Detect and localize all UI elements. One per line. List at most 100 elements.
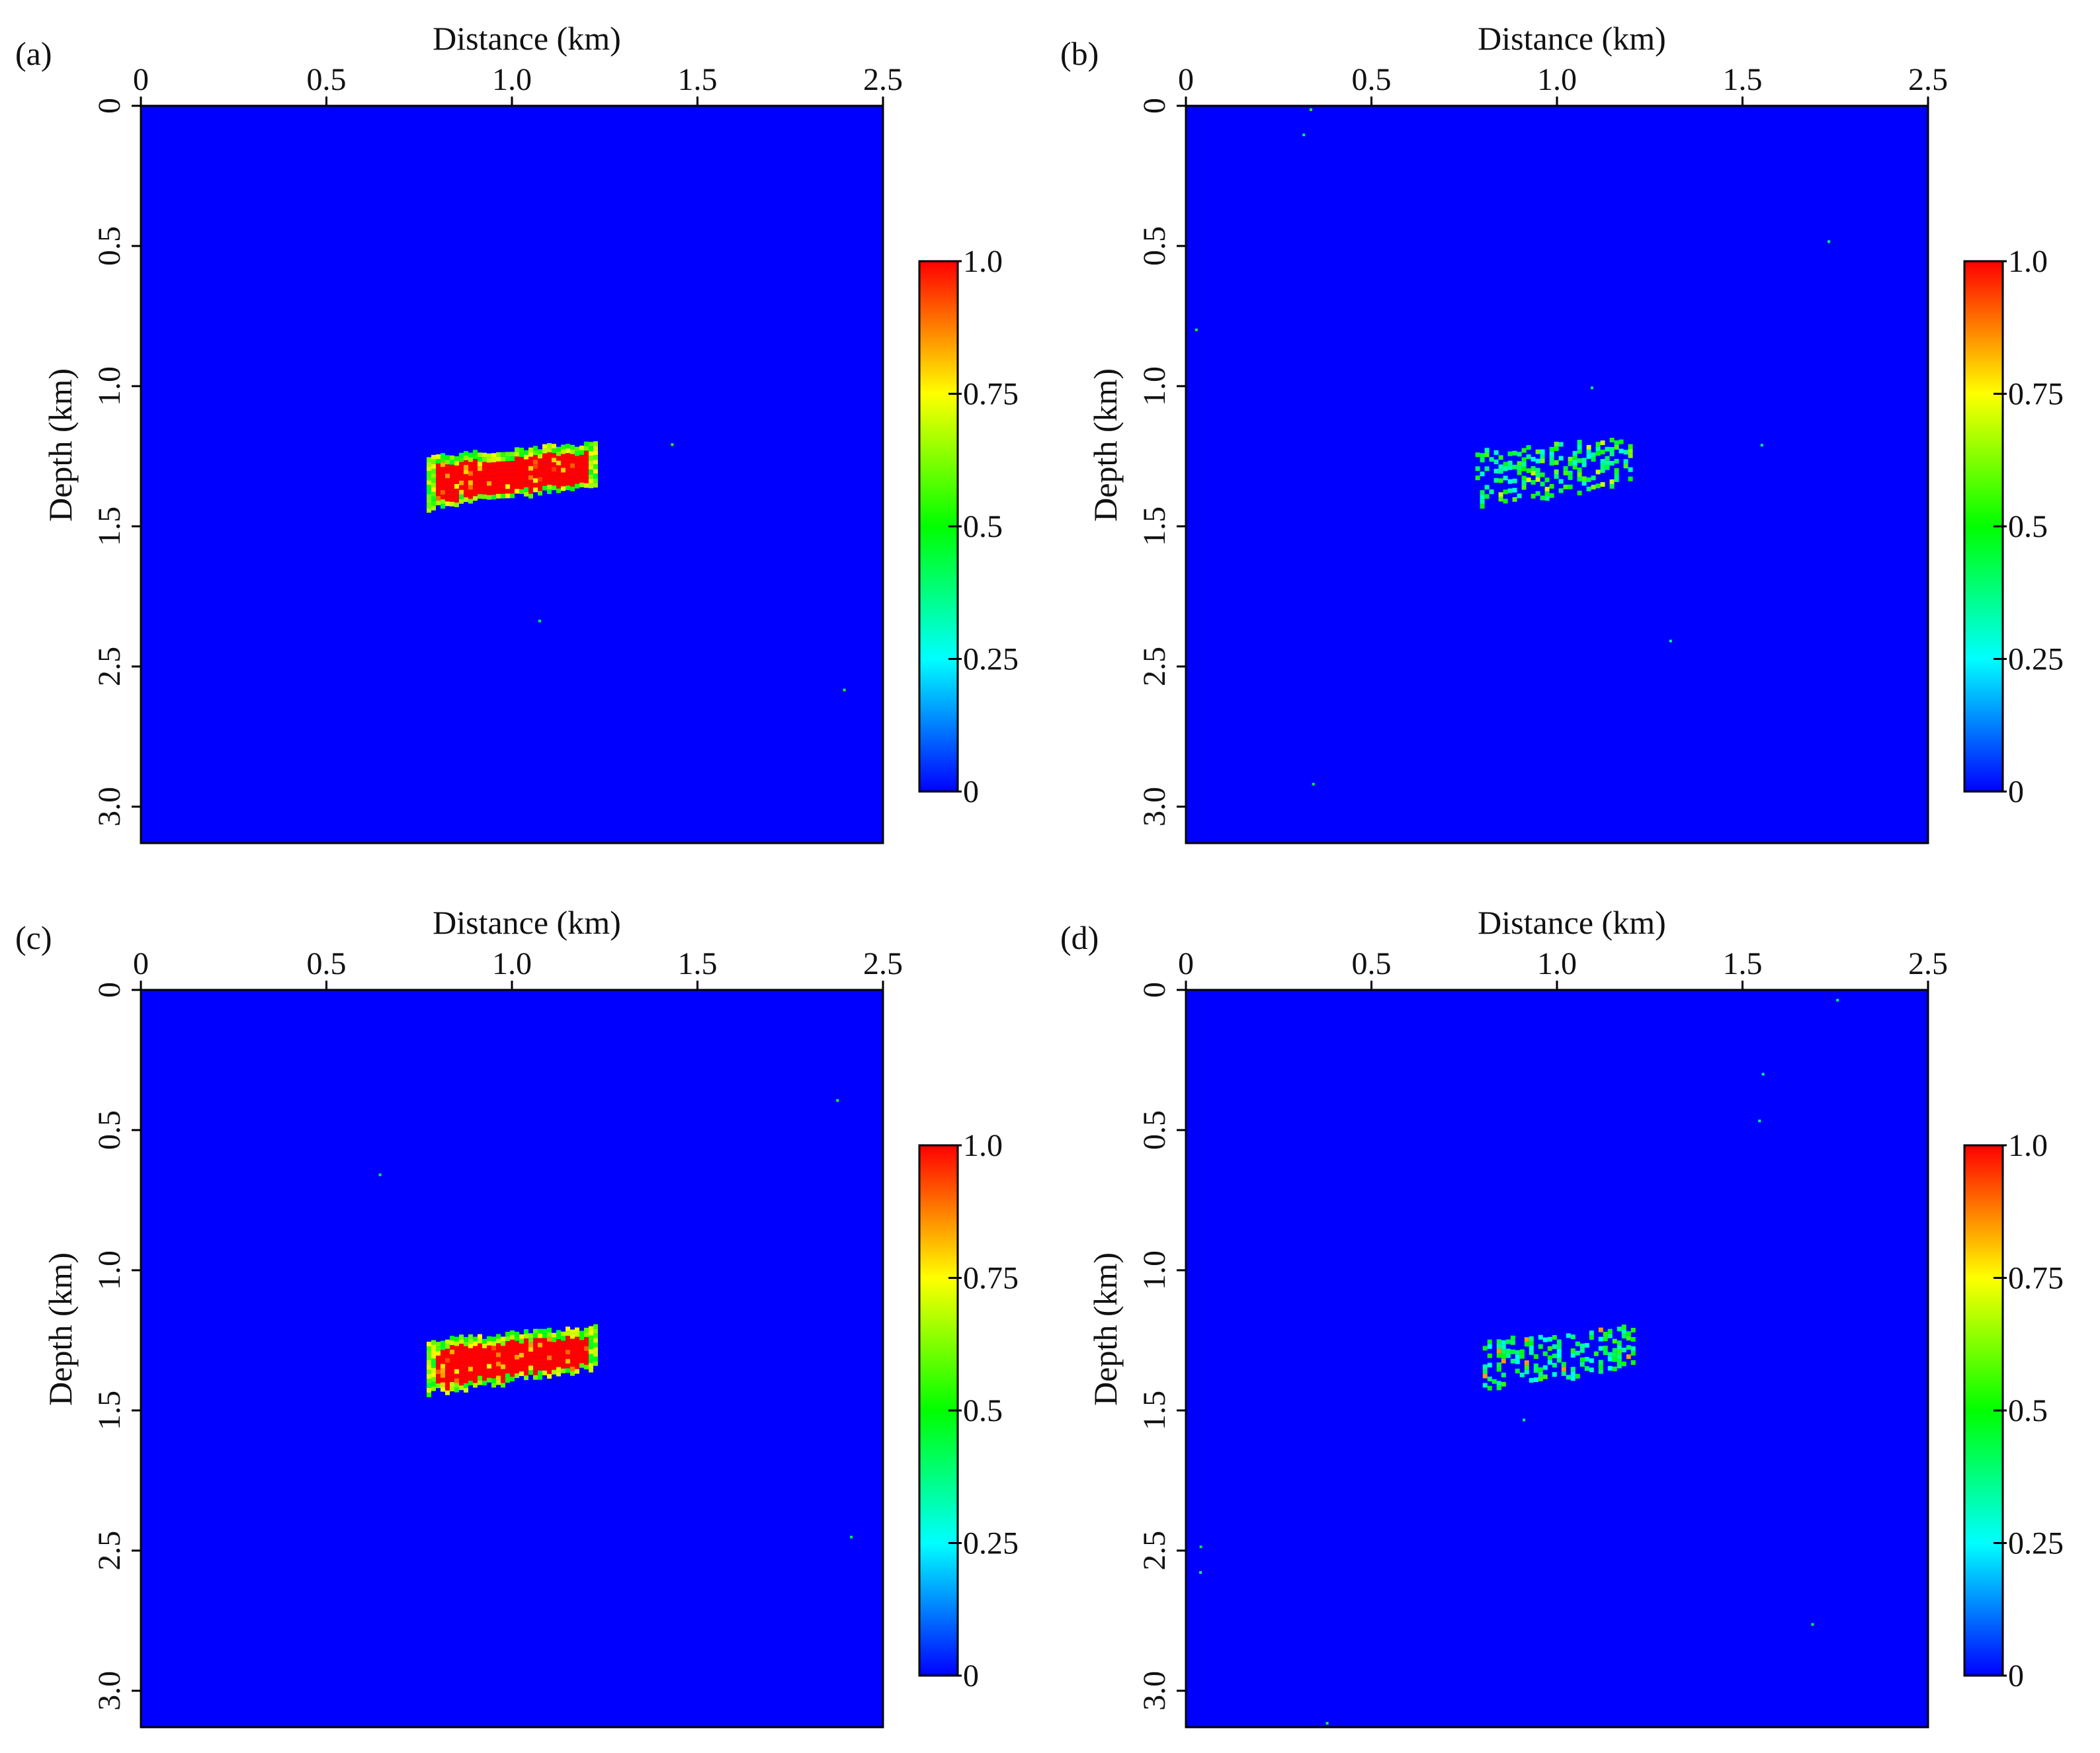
anomaly-cell xyxy=(584,455,589,460)
anomaly-cell xyxy=(538,1375,542,1380)
anomaly-cell xyxy=(450,469,454,474)
noise-speck xyxy=(1312,782,1315,786)
anomaly-cell xyxy=(1561,1366,1566,1371)
anomaly-cell xyxy=(515,466,519,471)
anomaly-cell xyxy=(478,1366,482,1371)
anomaly-cell xyxy=(441,490,445,495)
anomaly-cell xyxy=(547,1332,552,1337)
anomaly-cell xyxy=(473,464,478,469)
anomaly-cell xyxy=(1519,1349,1525,1354)
anomaly-cell xyxy=(468,480,473,485)
anomaly-cell xyxy=(1614,477,1619,482)
y-tick-label: 1.0 xyxy=(92,366,127,406)
anomaly-cell xyxy=(459,494,464,499)
anomaly-cell xyxy=(1531,479,1536,485)
anomaly-cell xyxy=(552,453,556,458)
anomaly-cell xyxy=(491,481,496,486)
y-tick-label: 0.5 xyxy=(92,1110,127,1150)
anomaly-cell xyxy=(1609,438,1615,442)
anomaly-cell xyxy=(510,470,515,475)
anomaly-cell xyxy=(593,1347,598,1352)
anomaly-cell xyxy=(427,480,431,485)
y-tick-label: 3.0 xyxy=(1137,1671,1172,1711)
anomaly-cell xyxy=(1617,1326,1622,1332)
anomaly-cell xyxy=(501,461,505,466)
anomaly-cell xyxy=(1612,1366,1617,1371)
y-tick-label: 1.5 xyxy=(92,1391,127,1430)
anomaly-cell xyxy=(1584,1343,1589,1348)
anomaly-cell xyxy=(524,1329,528,1334)
anomaly-cell xyxy=(441,495,445,500)
anomaly-cell xyxy=(454,479,459,484)
anomaly-cell xyxy=(1498,478,1503,483)
anomaly-cell xyxy=(1524,1342,1529,1347)
anomaly-cell xyxy=(464,1383,468,1388)
anomaly-cell xyxy=(468,1366,473,1371)
anomaly-cell xyxy=(566,1364,570,1369)
anomaly-cell xyxy=(561,1359,566,1364)
x-tick-label: 1.5 xyxy=(678,946,718,981)
anomaly-cell xyxy=(1617,1340,1622,1346)
anomaly-cell xyxy=(1515,1368,1520,1373)
y-tick-label: 0 xyxy=(1137,982,1172,998)
anomaly-cell xyxy=(1496,1353,1501,1358)
anomaly-cell xyxy=(570,1362,575,1367)
anomaly-cell xyxy=(464,1336,468,1342)
anomaly-cell xyxy=(464,497,468,503)
anomaly-cell xyxy=(478,480,482,485)
anomaly-cell xyxy=(584,1341,589,1346)
anomaly-cell xyxy=(459,480,464,485)
anomaly-cell xyxy=(1598,1327,1603,1332)
anomaly-cell xyxy=(441,1340,445,1346)
anomaly-cell xyxy=(528,452,533,457)
anomaly-cell xyxy=(1501,1344,1506,1350)
anomaly-cell xyxy=(464,1360,468,1365)
anomaly-cell xyxy=(482,494,487,499)
anomaly-cell xyxy=(496,470,501,475)
anomaly-cell xyxy=(552,476,556,481)
anomaly-cell xyxy=(519,471,524,475)
anomaly-cell xyxy=(491,485,496,491)
y-tick-label: 0 xyxy=(92,982,127,998)
anomaly-cell xyxy=(454,1369,459,1374)
anomaly-cell xyxy=(589,1358,593,1364)
anomaly-cell xyxy=(454,1346,459,1351)
anomaly-cell xyxy=(524,468,528,473)
anomaly-cell xyxy=(1628,453,1633,458)
y-axis-title: Depth (km) xyxy=(42,368,79,522)
anomaly-cell xyxy=(1612,1352,1617,1358)
anomaly-cell xyxy=(491,453,496,458)
noise-speck xyxy=(1195,328,1198,331)
anomaly-cell xyxy=(515,461,519,466)
anomaly-cell xyxy=(505,1336,510,1341)
anomaly-cell xyxy=(1605,460,1610,466)
anomaly-cell xyxy=(1589,1367,1594,1373)
anomaly-cell xyxy=(445,1362,450,1367)
anomaly-cell xyxy=(542,1347,547,1352)
anomaly-cell xyxy=(445,483,450,488)
anomaly-cell xyxy=(593,1356,598,1362)
anomaly-cell xyxy=(431,1363,436,1368)
anomaly-cell xyxy=(589,451,593,456)
anomaly-cell xyxy=(584,464,589,469)
anomaly-cell xyxy=(482,1362,487,1367)
anomaly-cell xyxy=(566,467,570,472)
anomaly-cell xyxy=(528,1333,533,1338)
anomaly-cell xyxy=(1630,1346,1636,1351)
panel-label: (c) xyxy=(15,919,52,956)
anomaly-cell xyxy=(519,1366,524,1371)
panel-label: (d) xyxy=(1060,919,1099,956)
anomaly-cell xyxy=(1549,460,1554,466)
anomaly-cell xyxy=(570,468,575,473)
noise-speck xyxy=(1669,639,1672,643)
anomaly-cell xyxy=(482,466,487,471)
anomaly-cell xyxy=(482,475,487,481)
anomaly-cell xyxy=(436,468,441,473)
anomaly-cell xyxy=(468,1380,473,1385)
anomaly-cell xyxy=(1617,1345,1622,1350)
x-tick-label: 2.5 xyxy=(1908,62,1948,97)
anomaly-cell xyxy=(1524,1369,1529,1375)
anomaly-cell xyxy=(427,1383,431,1388)
anomaly-cell xyxy=(1542,1374,1548,1379)
anomaly-cell xyxy=(579,1340,584,1345)
